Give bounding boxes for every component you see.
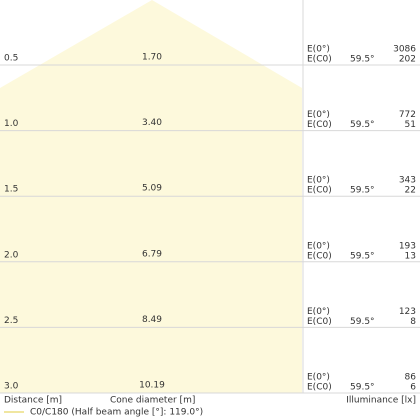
- e0-label: E(0°): [307, 110, 330, 120]
- e0-label: E(0°): [307, 241, 330, 251]
- e0-value: 343: [399, 176, 416, 186]
- ec0-label: E(C0): [307, 383, 332, 393]
- cone-diameter: 6.79: [142, 249, 162, 259]
- ec0-value: 51: [405, 120, 416, 130]
- distance: 2.0: [4, 250, 19, 260]
- distance: 0.5: [4, 54, 18, 64]
- ec0-value: 22: [405, 186, 416, 196]
- ec0-value: 13: [405, 251, 416, 261]
- e0-value: 3086: [393, 45, 416, 55]
- half-angle: 59.5°: [350, 120, 375, 130]
- e0-label: E(0°): [307, 373, 330, 383]
- ec0-value: 202: [399, 55, 416, 65]
- illuminance-header: Illuminance [lx]: [346, 396, 416, 406]
- distance: 3.0: [4, 382, 19, 392]
- distance: 1.0: [4, 119, 19, 129]
- half-angle: 59.5°: [350, 251, 375, 261]
- cone-diameter: 8.49: [142, 315, 162, 325]
- ec0-value: 8: [410, 317, 416, 327]
- diameter-header: Cone diameter [m]: [110, 396, 195, 406]
- ec0-label: E(C0): [307, 251, 332, 261]
- half-angle: 59.5°: [350, 317, 375, 327]
- distance-header: Distance [m]: [4, 396, 62, 406]
- e0-value: 193: [399, 241, 416, 251]
- e0-label: E(0°): [307, 176, 330, 186]
- half-angle: 59.5°: [350, 55, 375, 65]
- ec0-label: E(C0): [307, 317, 332, 327]
- e0-value: 772: [399, 110, 416, 120]
- cone-diameter: 5.09: [142, 184, 162, 194]
- cone-diameter: 3.40: [142, 118, 162, 128]
- distance: 2.5: [4, 316, 18, 326]
- e0-label: E(0°): [307, 307, 330, 317]
- cone-diameter: 1.70: [142, 53, 162, 63]
- e0-value: 123: [399, 307, 416, 317]
- e0-label: E(0°): [307, 45, 330, 55]
- legend-label: C0/C180 (Half beam angle [°]: 119.0°): [30, 408, 203, 418]
- ec0-label: E(C0): [307, 186, 332, 196]
- e0-value: 86: [405, 373, 417, 383]
- half-angle: 59.5°: [350, 186, 375, 196]
- distance: 1.5: [4, 185, 18, 195]
- ec0-label: E(C0): [307, 55, 332, 65]
- half-angle: 59.5°: [350, 383, 375, 393]
- ec0-value: 6: [410, 383, 416, 393]
- cone-diameter: 10.19: [139, 381, 165, 391]
- ec0-label: E(C0): [307, 120, 332, 130]
